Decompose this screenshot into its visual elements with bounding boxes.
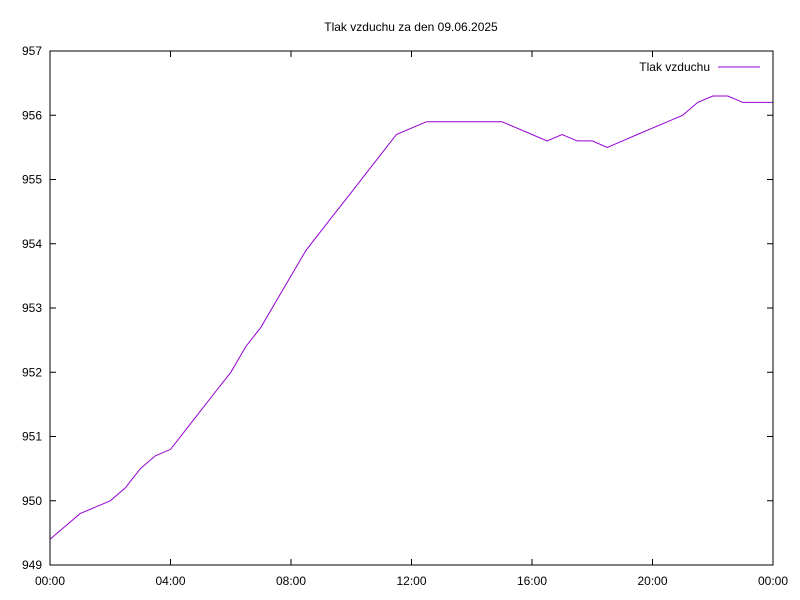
y-tick-label: 954 bbox=[22, 237, 42, 251]
x-tick-label: 00:00 bbox=[35, 574, 65, 588]
x-tick-label: 12:00 bbox=[396, 574, 426, 588]
y-tick-label: 952 bbox=[22, 365, 42, 379]
y-tick-label: 957 bbox=[22, 44, 42, 58]
x-tick-label: 00:00 bbox=[758, 574, 788, 588]
x-tick-label: 20:00 bbox=[637, 574, 667, 588]
x-tick-label: 04:00 bbox=[155, 574, 185, 588]
y-tick-label: 950 bbox=[22, 494, 42, 508]
y-tick-label: 956 bbox=[22, 108, 42, 122]
x-tick-label: 08:00 bbox=[276, 574, 306, 588]
y-tick-label: 955 bbox=[22, 173, 42, 187]
plot-area-frame bbox=[49, 50, 774, 566]
y-tick-label: 953 bbox=[22, 301, 42, 315]
y-tick-label: 951 bbox=[22, 430, 42, 444]
legend-label: Tlak vzduchu bbox=[639, 60, 710, 74]
chart-title: Tlak vzduchu za den 09.06.2025 bbox=[324, 20, 498, 34]
legend: Tlak vzduchu bbox=[639, 60, 760, 74]
series-line-tlak-vzduchu bbox=[49, 95, 773, 540]
y-tick-label: 949 bbox=[22, 558, 42, 572]
x-tick-label: 16:00 bbox=[517, 574, 547, 588]
